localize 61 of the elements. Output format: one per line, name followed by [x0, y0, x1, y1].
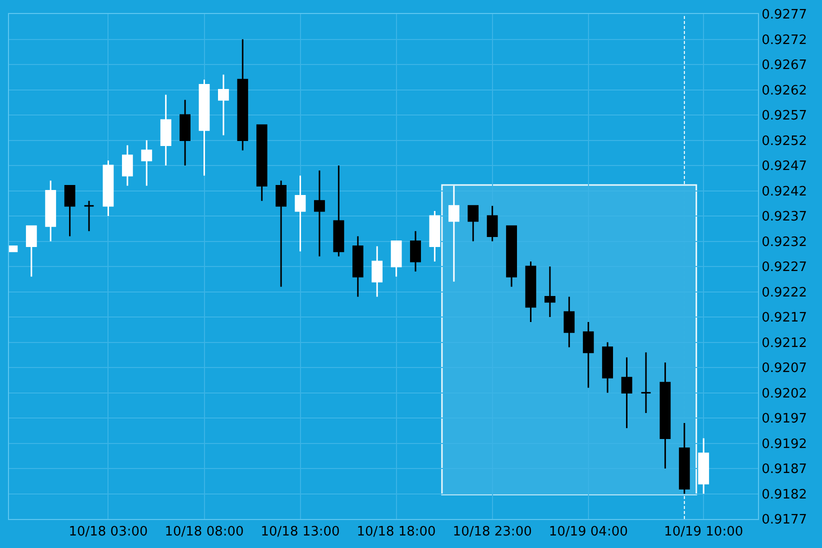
y-tick-label: 0.9222 — [762, 285, 808, 300]
x-tick-label: 10/19 10:00 — [664, 524, 744, 540]
x-tick-label: 10/18 18:00 — [356, 524, 436, 540]
x-tick-label: 10/18 23:00 — [452, 524, 532, 540]
y-tick-label: 0.9197 — [762, 412, 808, 427]
candlestick — [276, 180, 287, 288]
y-tick-label: 0.9212 — [762, 336, 808, 351]
candlestick — [26, 225, 37, 278]
candlestick — [372, 246, 383, 298]
y-tick-label: 0.9207 — [762, 361, 808, 376]
candlestick — [525, 260, 536, 323]
y-tick-label: 0.9277 — [762, 8, 808, 23]
candlestick — [45, 180, 56, 242]
candlestick — [468, 205, 479, 242]
y-tick-label: 0.9192 — [762, 436, 808, 452]
y-tick-label: 0.9227 — [762, 260, 808, 276]
candlestick — [314, 170, 325, 258]
candlestick — [621, 356, 632, 429]
candlestick — [256, 124, 268, 202]
candlestick — [84, 200, 94, 232]
candlestick — [198, 78, 210, 176]
candlestick — [582, 321, 594, 388]
candlestick — [294, 174, 306, 252]
candlestick — [64, 184, 76, 237]
candlestick — [602, 342, 614, 394]
candlestick — [352, 235, 364, 298]
candlestick — [180, 99, 190, 166]
candlestick — [544, 266, 556, 318]
candlestick — [237, 38, 248, 152]
y-tick-label: 0.9262 — [762, 83, 808, 98]
candlestick — [122, 144, 133, 186]
y-tick-label: 0.9272 — [762, 32, 808, 48]
y-tick-label: 0.9202 — [762, 386, 808, 402]
candlestick — [678, 422, 690, 494]
candlestick — [486, 205, 498, 242]
candlestick — [506, 225, 517, 288]
y-tick-label: 0.9182 — [762, 487, 808, 502]
candlestick — [333, 164, 344, 258]
candlestick — [218, 74, 229, 136]
candlestick — [640, 352, 652, 414]
x-tick-label: 10/19 04:00 — [548, 524, 628, 540]
y-tick-label: 0.9267 — [762, 58, 808, 74]
candlestick — [160, 94, 172, 166]
candlestick — [410, 230, 421, 272]
y-tick-label: 0.9252 — [762, 134, 808, 149]
x-tick-label: 10/18 03:00 — [68, 524, 148, 540]
y-tick-label: 0.9177 — [762, 512, 808, 528]
y-tick-label: 0.9187 — [762, 462, 808, 478]
y-tick-label: 0.9242 — [762, 184, 808, 200]
x-tick-label: 10/18 08:00 — [164, 524, 244, 540]
candlestick — [660, 362, 671, 470]
y-tick-label: 0.9232 — [762, 234, 808, 250]
candlestick — [141, 140, 152, 186]
candlestick — [102, 160, 114, 217]
candlestick — [390, 240, 402, 278]
y-tick-label: 0.9217 — [762, 310, 808, 326]
y-tick-label: 0.9257 — [762, 108, 808, 124]
y-tick-label: 0.9237 — [762, 210, 808, 225]
x-tick-label: 10/18 13:00 — [260, 524, 340, 540]
y-tick-label: 0.9247 — [762, 159, 808, 174]
candlestick — [564, 296, 575, 348]
